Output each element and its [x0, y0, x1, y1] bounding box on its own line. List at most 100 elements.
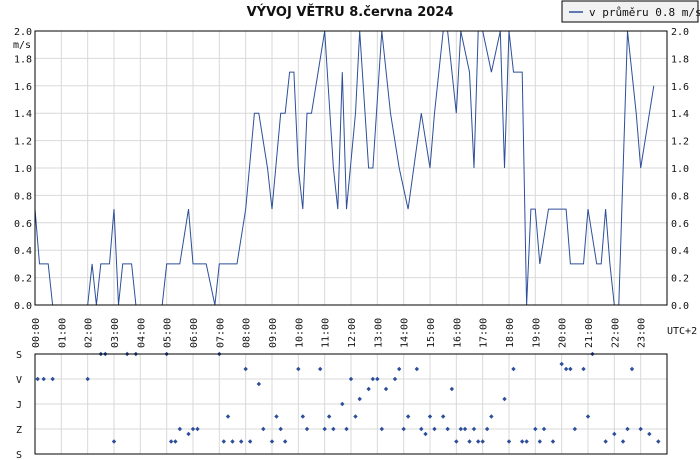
direction-point [603, 439, 608, 444]
y-tick-label-right: 0.0 [671, 301, 689, 312]
direction-point [300, 414, 306, 419]
direction-point [414, 366, 420, 372]
y-tick-label-left: 1.2 [14, 137, 32, 148]
direction-point [357, 396, 362, 402]
x-tick-label: 16:00 [452, 318, 463, 348]
x-tick-label: 00:00 [31, 318, 42, 348]
speed-plot-frame [34, 30, 668, 306]
direction-tick-label: Z [16, 425, 22, 436]
x-tick-label: 22:00 [610, 318, 621, 348]
direction-point [383, 386, 389, 392]
direction-plot-frame [34, 353, 668, 455]
direction-point [296, 366, 301, 372]
direction-point [427, 414, 433, 419]
x-tick-label: 01:00 [57, 318, 68, 348]
direction-point [445, 426, 450, 432]
direction-point [247, 439, 253, 444]
direction-point [41, 376, 46, 382]
legend: v průměru 0.8 m/s [561, 0, 700, 23]
direction-point [454, 439, 459, 444]
y-tick-label-left: 0.6 [14, 219, 32, 230]
direction-point [396, 366, 402, 372]
direction-point [304, 426, 310, 432]
direction-point [581, 366, 586, 372]
direction-point [524, 439, 529, 444]
direction-point [50, 376, 55, 382]
y-tick-label-right: 0.6 [671, 219, 689, 230]
direction-point [269, 439, 275, 444]
direction-point [484, 426, 490, 432]
x-tick-label: 15:00 [426, 318, 437, 348]
direction-point [322, 426, 327, 432]
x-tick-label: 12:00 [347, 318, 358, 348]
direction-point [278, 426, 283, 432]
direction-point [480, 439, 485, 444]
direction-point [230, 439, 235, 444]
x-tick-label: 10:00 [294, 318, 305, 348]
x-tick-label: 23:00 [637, 318, 648, 348]
direction-point [256, 381, 262, 387]
y-tick-label-right: 0.4 [671, 246, 689, 257]
direction-point [173, 439, 178, 444]
direction-point [625, 426, 630, 432]
direction-points [35, 351, 661, 444]
x-axis-timezone-label: UTC+2 [667, 326, 697, 337]
direction-point [331, 426, 336, 432]
direction-point [111, 439, 117, 444]
direction-point [585, 414, 591, 419]
y-tick-label-right: 1.0 [671, 164, 689, 175]
direction-point [392, 376, 398, 382]
x-tick-label: 03:00 [110, 318, 121, 348]
direction-point [401, 426, 406, 432]
direction-point [379, 426, 385, 432]
direction-point [475, 439, 481, 444]
y-tick-label-left: 1.8 [14, 54, 32, 65]
direction-point [462, 426, 468, 432]
speed-tick-labels: 0.0 0.0 0.2 0.2 0.4 0.4 0.6 0.6 0.8 0.8 1.0 1.0 1.2 1… [14, 27, 689, 348]
direction-point [423, 431, 428, 437]
x-tick-label: 06:00 [189, 318, 200, 348]
direction-point [647, 431, 652, 437]
direction-point [405, 414, 411, 419]
direction-point [195, 426, 200, 432]
speed-grid [34, 30, 667, 306]
direction-point [502, 396, 507, 402]
direction-point [348, 376, 354, 382]
direction-point [620, 439, 626, 444]
direction-point [186, 431, 191, 437]
x-tick-label: 02:00 [84, 318, 95, 348]
direction-point [326, 414, 332, 419]
direction-tick-label: S [16, 350, 22, 361]
y-tick-label-right: 1.2 [671, 137, 689, 148]
direction-point [612, 431, 617, 437]
x-tick-label: 09:00 [268, 318, 279, 348]
direction-point [467, 439, 472, 444]
y-tick-label-left: 2.0 [14, 27, 32, 38]
x-tick-label: 20:00 [558, 318, 569, 348]
direction-point [274, 414, 279, 419]
chart-title: VÝVOJ VĚTRU 8.června 2024 [247, 4, 454, 20]
y-tick-label-right: 0.8 [671, 191, 689, 202]
direction-point [225, 414, 231, 419]
legend-label: v průměru 0.8 m/s [589, 6, 700, 19]
x-tick-label: 21:00 [584, 318, 595, 348]
y-tick-label-left: 1.4 [14, 109, 32, 120]
direction-point [449, 386, 455, 392]
x-tick-label: 05:00 [163, 318, 174, 348]
direction-tick-label: S [16, 450, 22, 460]
direction-point [559, 361, 564, 367]
y-tick-label-right: 1.6 [671, 82, 689, 93]
x-tick-label: 11:00 [321, 318, 332, 348]
direction-point [261, 426, 266, 432]
direction-tick-label: J [16, 400, 22, 411]
direction-point [572, 426, 578, 432]
direction-point [221, 439, 227, 444]
y-tick-label-left: 0.2 [14, 274, 32, 285]
legend-box [561, 0, 699, 23]
direction-point [541, 426, 547, 432]
direction-point [511, 366, 516, 372]
x-tick-label: 14:00 [400, 318, 411, 348]
direction-point [458, 426, 464, 432]
direction-point [190, 426, 196, 432]
